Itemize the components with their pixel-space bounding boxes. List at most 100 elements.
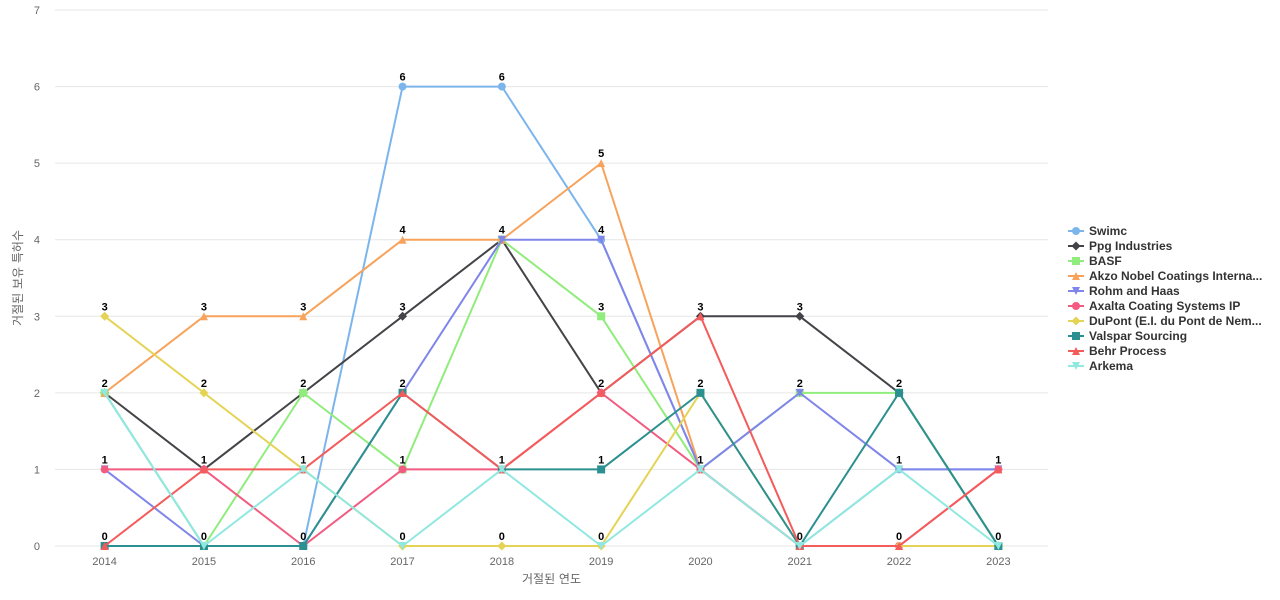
data-point: [299, 312, 308, 321]
data-point: [398, 388, 407, 397]
legend-marker: [1072, 257, 1080, 265]
legend-label: Valspar Sourcing: [1089, 329, 1187, 343]
data-point: [696, 388, 705, 397]
series-line: [103, 391, 1000, 547]
data-label: 2: [201, 378, 207, 390]
legend-item[interactable]: Akzo Nobel Coatings Interna...: [1068, 269, 1262, 283]
data-point: [497, 541, 507, 551]
legend-item[interactable]: Ppg Industries: [1068, 239, 1173, 253]
data-point: [795, 542, 804, 550]
data-label: 1: [896, 454, 902, 466]
data-label: 1: [598, 454, 604, 466]
data-point: [597, 312, 606, 321]
legend-item[interactable]: Rohm and Haas: [1068, 284, 1180, 298]
data-label: 2: [399, 378, 405, 390]
data-label: 4: [399, 225, 406, 237]
legend-label: Akzo Nobel Coatings Interna...: [1089, 269, 1262, 283]
y-axis-ticks: 0 1 2 3 4 5 6 7: [34, 5, 40, 553]
data-label: 0: [995, 531, 1001, 543]
data-label: 6: [499, 72, 505, 84]
x-tick-label: 2021: [788, 556, 812, 568]
y-tick-label: 4: [34, 235, 40, 247]
x-tick-label: 2020: [688, 556, 712, 568]
data-point: [100, 388, 109, 397]
data-label: 1: [697, 454, 703, 466]
data-label: 1: [499, 454, 505, 466]
x-tick-label: 2018: [490, 556, 514, 568]
legend-label: Axalta Coating Systems IP: [1089, 299, 1240, 313]
legend-marker: [1072, 272, 1080, 280]
data-point: [398, 542, 407, 550]
legend-label: Rohm and Haas: [1089, 284, 1180, 298]
data-label: 0: [201, 531, 207, 543]
legend-item[interactable]: Arkema: [1068, 359, 1133, 373]
data-point: [100, 311, 110, 321]
legend-item[interactable]: Behr Process: [1068, 344, 1167, 358]
legend-marker: [1072, 302, 1080, 310]
data-label: 3: [300, 301, 306, 313]
legend-item[interactable]: Swimc: [1068, 224, 1127, 238]
data-point: [199, 465, 208, 474]
data-label: 0: [797, 531, 803, 543]
data-point: [100, 542, 109, 550]
data-label: 6: [399, 72, 405, 84]
data-label: 2: [896, 378, 902, 390]
data-labels: 3 2 1 0 3 2 1 0 3 2 1 0 6 4 3 2 1 0 6 4 1 0 5 4 3 2 1 0 3 2 1 3 2 0 2 1 0 1 0: [102, 72, 1002, 543]
data-point: [199, 542, 208, 550]
data-point: [299, 542, 308, 550]
data-label: 2: [598, 378, 604, 390]
data-label: 4: [598, 225, 605, 237]
x-tick-label: 2022: [887, 556, 911, 568]
x-tick-label: 2017: [390, 556, 414, 568]
data-label: 2: [300, 378, 306, 390]
x-tick-label: 2014: [92, 556, 116, 568]
data-label: 0: [399, 531, 405, 543]
data-point: [398, 235, 407, 244]
data-point: [199, 388, 209, 398]
legend-marker: [1072, 362, 1080, 370]
y-tick-label: 6: [34, 82, 40, 94]
data-label: 1: [102, 454, 108, 466]
legend-marker: [1072, 347, 1080, 355]
data-label: 4: [499, 225, 506, 237]
data-point: [398, 82, 407, 91]
legend-item[interactable]: DuPont (E.I. du Pont de Nem...: [1068, 314, 1262, 328]
data-point: [398, 311, 408, 321]
series-9: [100, 312, 1003, 550]
legend-item[interactable]: Axalta Coating Systems IP: [1068, 299, 1240, 313]
series-line: [103, 391, 1000, 547]
legend-marker: [1072, 287, 1080, 295]
data-point: [597, 542, 606, 550]
data-label: 0: [598, 531, 604, 543]
data-label: 1: [300, 454, 306, 466]
data-point: [795, 388, 804, 397]
data-label: 0: [896, 531, 902, 543]
series-4: [100, 159, 1003, 550]
legend-label: Behr Process: [1089, 344, 1167, 358]
x-tick-label: 2019: [589, 556, 613, 568]
legend-label: Ppg Industries: [1089, 239, 1173, 253]
data-point: [696, 465, 705, 474]
y-tick-label: 5: [34, 158, 40, 170]
x-axis-ticks: 2014 2015 2016 2017 2018 2019 2020 2021 2022 2023: [92, 556, 1010, 568]
data-label: 3: [797, 301, 803, 313]
series-line: [103, 315, 1000, 547]
legend-item[interactable]: BASF: [1068, 254, 1122, 268]
legend-item[interactable]: Valspar Sourcing: [1068, 329, 1187, 343]
data-label: 3: [102, 301, 108, 313]
data-label: 3: [399, 301, 405, 313]
data-label: 3: [598, 301, 604, 313]
x-tick-label: 2023: [986, 556, 1010, 568]
data-point: [597, 388, 606, 397]
data-label: 2: [797, 378, 803, 390]
series-10: [100, 388, 1003, 550]
data-point: [994, 542, 1003, 550]
legend-label: BASF: [1089, 254, 1122, 268]
series-lines: [100, 82, 1003, 551]
data-point: [199, 312, 208, 321]
legend-marker: [1071, 241, 1081, 251]
data-point: [497, 465, 506, 474]
